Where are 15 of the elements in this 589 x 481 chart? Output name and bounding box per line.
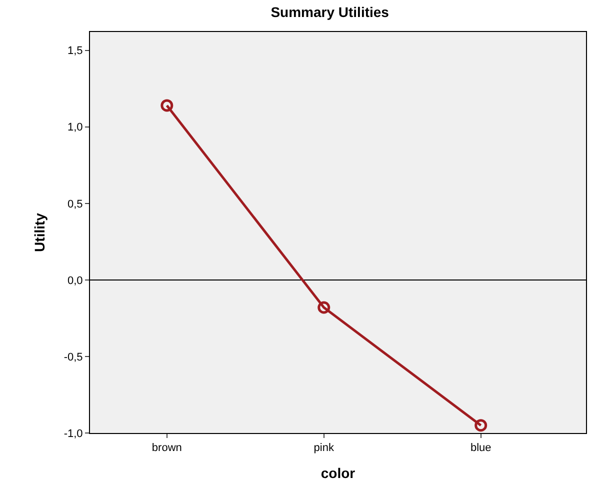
- point: [160, 99, 174, 112]
- point: [474, 419, 488, 432]
- y-axis-title: Utility: [31, 212, 48, 252]
- point: [318, 301, 330, 314]
- y-tick-label: -1,0: [64, 428, 83, 440]
- x-tick-label: blue: [470, 442, 492, 454]
- x-tick-label: pink: [314, 442, 334, 454]
- chart-title: Summary Utilities: [270, 4, 390, 20]
- y-tick-label: 0,0: [68, 274, 83, 287]
- y-tick-label: 0,5: [68, 198, 83, 210]
- y-tick-label: -0,5: [64, 351, 83, 364]
- x-axis-title: color: [320, 465, 356, 481]
- y-tick-label: 1,0: [68, 122, 83, 134]
- y-tick-label: 1,5: [68, 45, 83, 58]
- x-tick-label: brown: [152, 442, 182, 454]
